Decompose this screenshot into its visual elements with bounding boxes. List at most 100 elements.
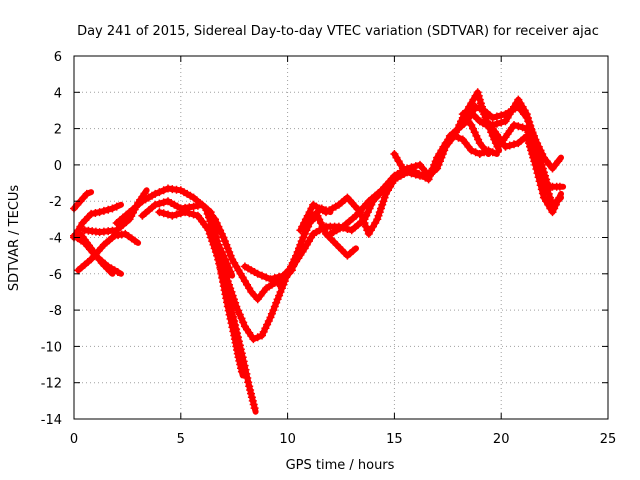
data-point-marker [249,400,258,409]
data-point-marker [266,275,275,284]
data-point-marker [365,204,374,213]
data-point-marker [377,204,385,213]
data-point-marker [291,255,300,264]
data-point-marker [229,295,238,304]
data-point-marker [471,148,480,157]
data-point-marker [151,189,160,198]
data-point-marker [270,274,279,282]
data-point-marker [219,233,228,242]
data-point-marker [216,244,225,253]
y-tick-label: 0 [54,159,62,174]
y-tick-label: 2 [54,123,62,138]
data-point-marker [239,318,248,327]
data-point-marker [289,262,298,271]
y-tick-label: -2 [49,195,62,210]
data-point-marker [273,295,282,304]
x-tick-label: 15 [386,432,403,447]
x-tick-label: 20 [493,432,510,447]
y-axis-label: SDTVAR / TECUs [7,185,22,292]
data-point-marker [264,317,273,325]
data-point-marker [228,291,237,300]
data-point-marker [431,157,440,166]
data-point-marker [276,288,285,296]
data-point-marker [403,165,412,174]
data-point-marker [253,333,262,342]
data-point-marker [253,269,262,278]
data-point-marker [227,304,235,313]
data-point-marker [349,246,358,255]
data-point-marker [510,140,518,149]
y-tick-label: -14 [41,413,62,428]
data-point-marker [189,202,198,211]
y-tick-label: -10 [41,340,62,355]
data-point-marker [424,175,433,184]
chart-title: Day 241 of 2015, Sidereal Day-to-day VTE… [77,24,599,39]
data-point-marker [473,88,482,97]
data-point-marker [532,150,541,158]
data-point-marker [510,121,518,129]
data-point-marker [172,210,181,219]
data-point-marker [237,349,246,358]
data-point-marker [470,128,479,137]
data-point-marker [360,219,369,227]
data-point-marker [112,202,121,211]
data-point-marker [533,153,542,162]
data-point-marker [481,146,490,155]
data-point-marker [546,193,554,202]
data-point-marker [548,208,557,217]
data-point-marker [488,113,497,122]
data-point-marker [361,222,370,231]
data-point-marker [263,320,272,329]
data-point-marker [534,157,543,166]
data-point-marker [208,224,217,233]
x-axis-label: GPS time / hours [286,458,395,473]
data-point-marker [155,199,164,208]
data-point-marker [206,217,215,226]
data-point-marker [469,124,477,133]
data-point-marker [203,209,212,218]
data-point-marker [224,263,233,272]
data-point-marker [249,335,258,344]
data-point-marker [479,106,487,115]
data-point-marker [480,118,489,127]
data-point-marker [228,308,237,317]
data-point-marker [501,142,510,151]
data-point-marker [235,310,244,319]
data-point-marker [168,211,177,220]
data-point-marker [474,91,483,100]
data-point-marker [108,204,117,213]
data-point-marker [244,378,253,387]
x-tick-label: 5 [177,432,185,447]
data-point-marker [536,164,545,173]
data-point-marker [287,266,296,275]
data-point-marker [530,142,538,151]
data-point-marker [217,248,226,256]
data-point-marker [225,280,233,289]
data-point-marker [222,240,231,249]
data-point-marker [454,133,463,142]
data-point-marker [241,365,250,374]
data-point-marker [505,141,514,150]
data-point-marker [488,121,497,129]
data-point-marker [539,175,548,184]
data-point-marker [238,353,247,362]
data-point-marker [316,219,325,227]
data-point-marker [113,268,122,276]
data-point-marker [373,215,382,224]
data-point-marker [258,331,266,340]
data-point-marker [234,337,243,346]
data-point-marker [239,357,248,366]
data-point-marker [267,309,276,318]
data-point-marker [176,209,185,218]
data-point-marker [467,121,476,129]
series-group [70,88,567,415]
data-point-marker [379,197,388,206]
data-point-marker [99,206,108,215]
data-point-marker [296,226,305,235]
data-point-marker [222,273,231,282]
data-point-marker [426,171,434,180]
data-point-marker [230,317,239,325]
y-tick-label: -12 [41,377,62,392]
data-point-marker [541,179,550,188]
data-point-marker [398,164,407,173]
